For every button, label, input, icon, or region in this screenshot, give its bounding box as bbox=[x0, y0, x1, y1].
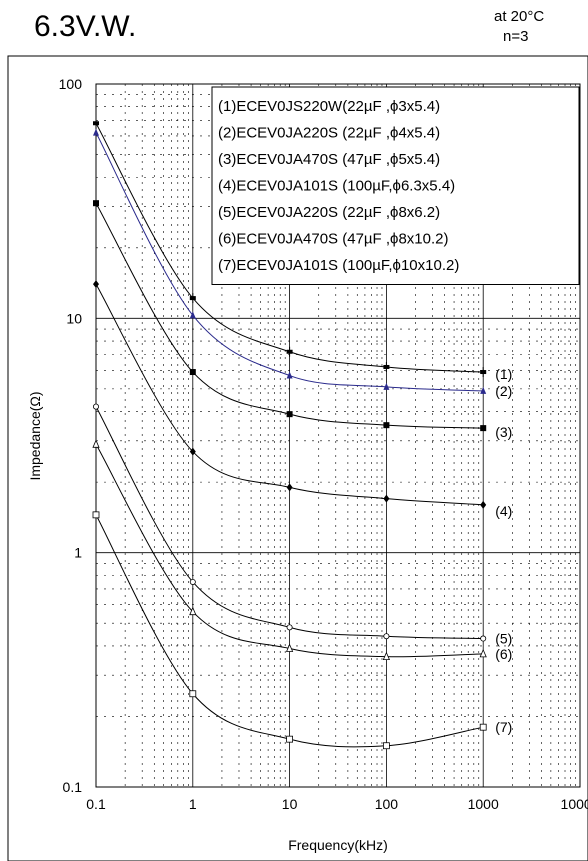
data-point bbox=[92, 511, 100, 519]
data-point bbox=[189, 369, 196, 376]
series-7: (7) bbox=[92, 511, 512, 750]
data-point bbox=[93, 403, 100, 410]
legend-entry: (2)ECEV0JA220S (22µF ,ϕ4x5.4) bbox=[218, 125, 440, 142]
x-tick-label: 100 bbox=[375, 796, 399, 812]
grid bbox=[95, 84, 580, 788]
temperature-condition: at 20°C bbox=[494, 8, 545, 25]
series-end-label: (1) bbox=[495, 366, 512, 382]
x-tick-label: 1000 bbox=[468, 796, 499, 812]
series-end-label: (7) bbox=[495, 719, 512, 735]
legend-box bbox=[211, 86, 580, 285]
sample-count: n=3 bbox=[503, 28, 529, 45]
y-tick-label: 1 bbox=[74, 545, 82, 561]
data-point bbox=[189, 606, 197, 616]
data-point bbox=[286, 411, 293, 418]
y-axis-label: Impedance(Ω) bbox=[27, 391, 43, 480]
legend-entry: (1)ECEV0JS220W(22µF ,ϕ3x5.4) bbox=[218, 98, 440, 115]
data-point bbox=[93, 280, 99, 289]
data-point bbox=[383, 422, 390, 429]
data-point bbox=[383, 494, 390, 503]
series-line bbox=[95, 444, 484, 658]
data-point bbox=[382, 651, 391, 661]
data-point bbox=[479, 648, 487, 658]
data-point bbox=[92, 439, 100, 448]
plot-area bbox=[95, 83, 581, 788]
legend-entry: (4)ECEV0JA101S (100µF,ϕ6.3x5.4) bbox=[218, 178, 455, 195]
series-line bbox=[95, 406, 484, 640]
x-axis-label: Frequency(kHz) bbox=[288, 837, 388, 853]
data-point bbox=[285, 643, 294, 652]
data-point bbox=[189, 690, 197, 698]
chart-title: 6.3V.W. bbox=[34, 10, 137, 43]
data-point bbox=[286, 483, 293, 492]
series-5: (5) bbox=[93, 403, 512, 647]
series-2: (2) bbox=[93, 128, 512, 399]
legend: (1)ECEV0JS220W(22µF ,ϕ3x5.4) (2)ECEV0JA22… bbox=[211, 86, 580, 285]
y-tick-label: 100 bbox=[59, 76, 83, 92]
x-tick-label: 1 bbox=[189, 796, 197, 812]
series-6: (6) bbox=[92, 439, 512, 662]
data-point bbox=[480, 635, 487, 642]
series-line bbox=[95, 132, 484, 392]
x-tick-label: 10 bbox=[282, 796, 298, 812]
data-point bbox=[189, 447, 196, 456]
data-point bbox=[93, 128, 99, 136]
chart-frame bbox=[7, 55, 588, 861]
data-point bbox=[480, 386, 487, 394]
data-point bbox=[189, 578, 196, 585]
x-tick-label: 0.1 bbox=[86, 796, 106, 812]
legend-entry: (5)ECEV0JA220S (22µF ,ϕ8x6.2) bbox=[218, 204, 440, 221]
data-point bbox=[93, 200, 99, 207]
data-point bbox=[286, 371, 293, 379]
data-point bbox=[286, 624, 293, 631]
series-end-label: (6) bbox=[495, 646, 512, 662]
series-line bbox=[95, 202, 484, 429]
data-point bbox=[479, 723, 487, 731]
data-point bbox=[383, 633, 390, 640]
data-point bbox=[286, 735, 294, 743]
legend-entry: (3)ECEV0JA470S (47µF ,ϕ5x5.4) bbox=[218, 151, 440, 168]
legend-entry: (7)ECEV0JA101S (100µF,ϕ10x10.2) bbox=[218, 257, 459, 274]
legend-entry: (6)ECEV0JA470S (47µF ,ϕ8x10.2) bbox=[218, 231, 448, 248]
y-tick-label: 10 bbox=[66, 310, 82, 326]
data-point bbox=[189, 311, 196, 319]
series-end-label: (3) bbox=[495, 424, 512, 440]
series-end-label: (5) bbox=[495, 631, 512, 647]
y-tick-label: 0.1 bbox=[63, 779, 83, 795]
series-line bbox=[95, 123, 484, 373]
series-end-label: (2) bbox=[495, 383, 512, 399]
series-end-label: (4) bbox=[495, 503, 512, 519]
series-group: (1)(2) (3) (4) (5)(6) (7) bbox=[92, 118, 512, 750]
data-point bbox=[480, 500, 487, 509]
series-1: (1) bbox=[93, 118, 512, 382]
data-point bbox=[382, 742, 390, 750]
series-line bbox=[95, 283, 484, 506]
data-point bbox=[480, 425, 487, 432]
series-4: (4) bbox=[93, 280, 512, 519]
series-3: (3) bbox=[93, 200, 512, 440]
data-point bbox=[383, 382, 390, 390]
series-line bbox=[95, 514, 484, 748]
